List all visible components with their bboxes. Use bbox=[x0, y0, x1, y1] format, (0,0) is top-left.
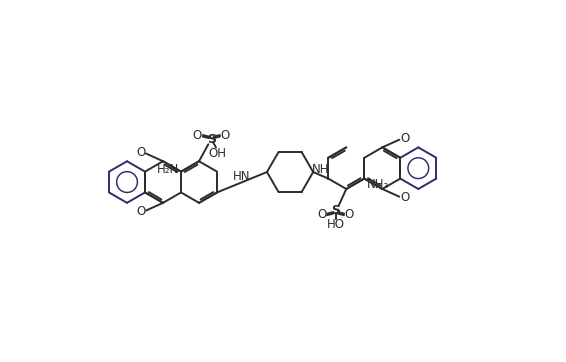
Text: S: S bbox=[207, 133, 216, 146]
Text: NH₂: NH₂ bbox=[367, 178, 389, 191]
Text: O: O bbox=[136, 205, 145, 218]
Text: O: O bbox=[221, 129, 230, 142]
Text: S: S bbox=[331, 204, 340, 217]
Text: H₂N: H₂N bbox=[156, 163, 179, 176]
Text: HN: HN bbox=[233, 171, 251, 183]
Text: O: O bbox=[345, 208, 354, 221]
Text: NH: NH bbox=[312, 163, 329, 176]
Text: O: O bbox=[136, 146, 145, 159]
Text: HO: HO bbox=[327, 218, 345, 231]
Text: O: O bbox=[400, 191, 409, 204]
Text: O: O bbox=[193, 129, 202, 142]
Text: OH: OH bbox=[208, 147, 226, 160]
Text: O: O bbox=[400, 132, 409, 146]
Text: O: O bbox=[317, 208, 326, 221]
